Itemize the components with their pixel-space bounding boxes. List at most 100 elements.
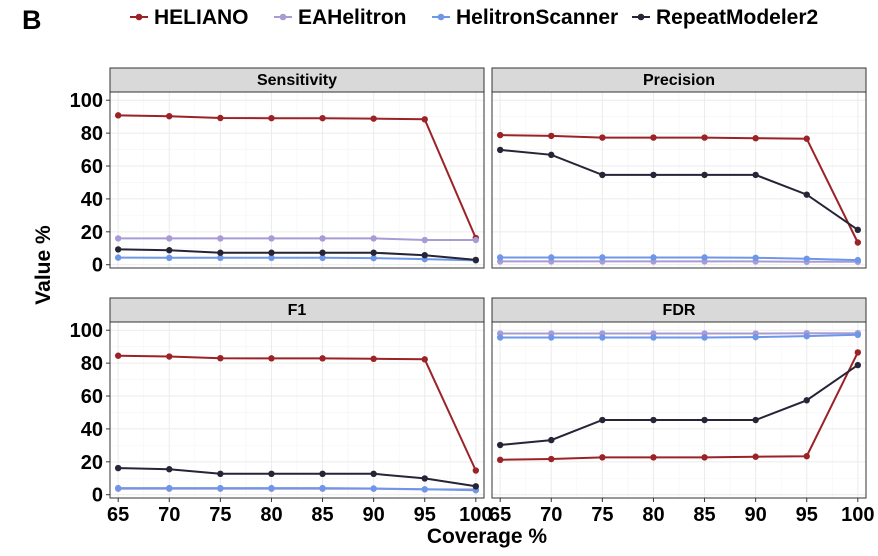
data-point	[497, 457, 503, 463]
data-point	[217, 115, 223, 121]
data-point	[115, 465, 121, 471]
y-tick-label: 100	[70, 90, 103, 112]
x-tick-label: 95	[414, 504, 436, 526]
y-tick-label: 20	[81, 452, 103, 474]
legend-marker	[638, 14, 645, 21]
data-point	[497, 147, 503, 153]
data-point	[422, 252, 428, 258]
data-point	[650, 454, 656, 460]
data-point	[370, 471, 376, 477]
data-point	[855, 362, 861, 368]
y-tick-label: 80	[81, 123, 103, 145]
data-point	[650, 334, 656, 340]
facet-title: Sensitivity	[257, 72, 337, 89]
data-point	[497, 254, 503, 260]
data-point	[599, 454, 605, 460]
data-point	[650, 134, 656, 140]
data-point	[217, 235, 223, 241]
data-point	[422, 486, 428, 492]
data-point	[548, 152, 554, 158]
x-tick-label: 65	[489, 504, 511, 526]
facet-panel: Sensitivity	[110, 68, 484, 268]
data-point	[548, 456, 554, 462]
data-point	[599, 172, 605, 178]
data-point	[497, 334, 503, 340]
x-tick-label: 65	[107, 504, 129, 526]
data-point	[370, 356, 376, 362]
legend-item: HELIANO	[130, 6, 249, 29]
data-point	[422, 116, 428, 122]
data-point	[115, 112, 121, 118]
facet-title: FDR	[663, 302, 696, 319]
legend-item: HelitronScanner	[432, 6, 618, 29]
data-point	[166, 485, 172, 491]
facet-panel: F1	[110, 298, 484, 498]
data-point	[804, 256, 810, 262]
data-point	[599, 417, 605, 423]
y-tick-label: 60	[81, 386, 103, 408]
x-tick-label: 100	[459, 504, 492, 526]
data-point	[268, 485, 274, 491]
legend-marker	[280, 14, 287, 21]
x-tick-label: 75	[591, 504, 613, 526]
data-point	[370, 115, 376, 121]
data-point	[701, 334, 707, 340]
data-point	[701, 454, 707, 460]
x-tick-label: 90	[745, 504, 767, 526]
data-point	[497, 442, 503, 448]
y-tick-label: 0	[92, 255, 103, 277]
data-point	[217, 355, 223, 361]
data-point	[115, 235, 121, 241]
x-tick-label: 70	[540, 504, 562, 526]
y-tick-label: 80	[81, 353, 103, 375]
data-point	[701, 172, 707, 178]
x-tick-label: 85	[311, 504, 333, 526]
data-point	[650, 254, 656, 260]
data-point	[855, 332, 861, 338]
data-point	[804, 397, 810, 403]
data-point	[166, 247, 172, 253]
data-point	[422, 475, 428, 481]
x-tick-label: 70	[158, 504, 180, 526]
data-point	[115, 485, 121, 491]
data-point	[473, 257, 479, 263]
data-point	[166, 466, 172, 472]
data-point	[752, 417, 758, 423]
data-point	[166, 255, 172, 261]
legend-label: HELIANO	[154, 6, 249, 29]
data-point	[217, 250, 223, 256]
data-point	[370, 235, 376, 241]
data-point	[752, 454, 758, 460]
data-point	[752, 172, 758, 178]
data-point	[855, 349, 861, 355]
data-point	[166, 113, 172, 119]
x-tick-label: 80	[642, 504, 664, 526]
panel-tag: B	[22, 5, 42, 35]
x-tick-label: 100	[841, 504, 874, 526]
data-point	[855, 239, 861, 245]
y-tick-label: 20	[81, 222, 103, 244]
data-point	[319, 485, 325, 491]
data-point	[548, 133, 554, 139]
data-point	[370, 250, 376, 256]
y-tick-label: 0	[92, 485, 103, 507]
x-axis-title: Coverage %	[427, 525, 548, 548]
data-point	[115, 254, 121, 260]
data-point	[473, 483, 479, 489]
legend-item: EAHelitron	[274, 6, 407, 29]
data-point	[370, 485, 376, 491]
data-point	[804, 136, 810, 142]
data-point	[804, 191, 810, 197]
data-point	[752, 135, 758, 141]
y-tick-label: 60	[81, 156, 103, 178]
x-tick-label: 90	[363, 504, 385, 526]
legend-label: HelitronScanner	[456, 6, 618, 29]
data-point	[701, 254, 707, 260]
data-point	[422, 356, 428, 362]
y-tick-label: 40	[81, 419, 103, 441]
data-point	[268, 235, 274, 241]
